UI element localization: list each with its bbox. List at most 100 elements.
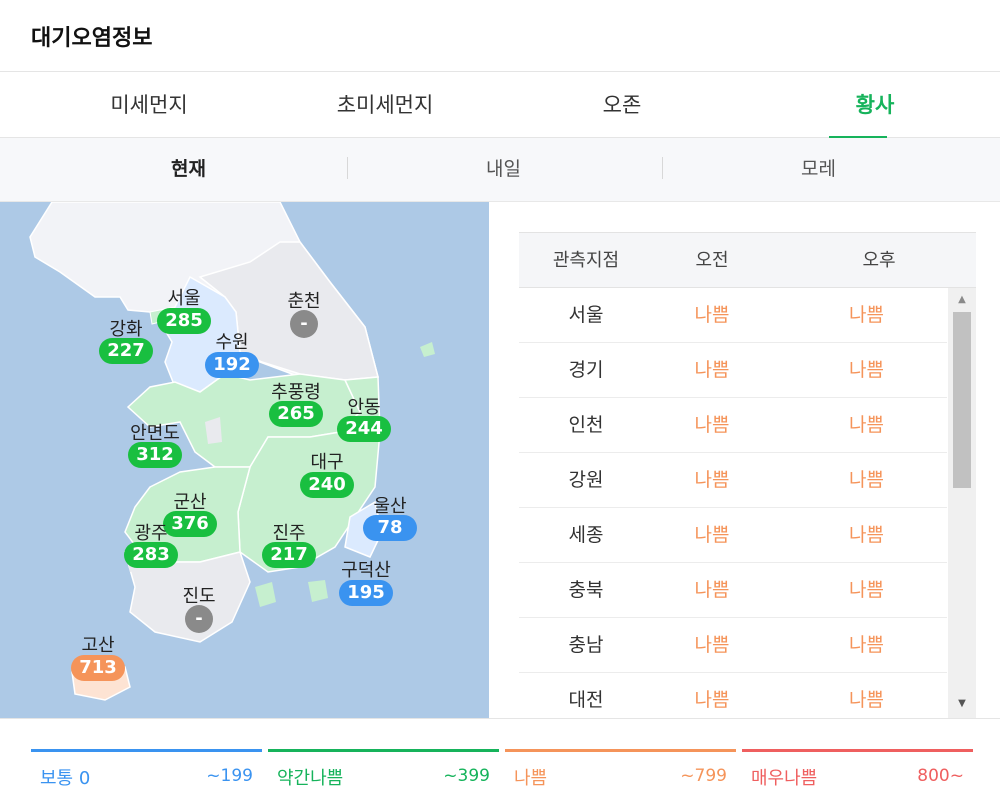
cell-pm: 나쁨: [849, 579, 884, 601]
page-title: 대기오염정보: [31, 26, 153, 51]
station-label: 고산: [81, 635, 115, 656]
scroll-up-arrow-icon[interactable]: ▲: [958, 294, 966, 305]
header-pm: 오후: [862, 250, 896, 271]
station-value-badge[interactable]: 227: [99, 338, 153, 364]
legend-label: 약간나쁨: [277, 768, 344, 789]
legend-range: ~799: [680, 766, 727, 786]
day-tabs: 현재 내일 모레: [0, 138, 1000, 202]
cell-pm: 나쁨: [849, 414, 884, 436]
table-scrollbar[interactable]: ▲ ▼: [948, 288, 976, 718]
legend-item-slightly-bad: 약간나쁨 ~399: [268, 749, 499, 794]
cell-pm: 나쁨: [849, 634, 884, 656]
station-label: 서울: [167, 288, 201, 309]
station-label: 수원: [215, 332, 249, 353]
table-row: 충남 나쁨 나쁨: [519, 618, 947, 673]
cell-am: 나쁨: [694, 579, 730, 601]
header: 대기오염정보: [0, 0, 1000, 72]
cell-am: 나쁨: [694, 689, 730, 711]
station-table: 관측지점 오전 오후 서울 나쁨 나쁨 경기 나쁨 나쁨 인천 나쁨 나쁨 강원 나쁨 나쁨 세종 나쁨 나…: [519, 232, 976, 718]
divider: [662, 157, 663, 179]
cell-am: 나쁨: [694, 359, 730, 381]
legend: 보통 0 ~199 약간나쁨 ~399 나쁨 ~799 매우나쁨 800~: [0, 718, 1000, 806]
subtab-tomorrow[interactable]: 내일: [486, 158, 521, 180]
station-label: 안면도: [130, 423, 180, 444]
cell-pm: 나쁨: [849, 689, 884, 711]
cell-site: 인천: [568, 414, 604, 436]
cell-am: 나쁨: [694, 524, 730, 546]
station-label: 진도: [182, 586, 216, 607]
station-value-badge[interactable]: 376: [163, 511, 217, 537]
table-row: 경기 나쁨 나쁨: [519, 343, 947, 398]
korea-map: 서울 285 춘천 - 강화 227 수원 192 추풍령 265 안동 244…: [0, 202, 489, 718]
header-am: 오전: [695, 250, 729, 271]
cell-site: 강원: [568, 469, 604, 491]
korea-map-shape: [29, 202, 435, 701]
table-row: 충북 나쁨 나쁨: [519, 563, 947, 618]
station-value-badge[interactable]: -: [185, 605, 213, 633]
station-value-badge[interactable]: 265: [269, 401, 323, 427]
legend-label: 보통 0: [40, 768, 91, 789]
station-label: 강화: [109, 319, 143, 340]
legend-range: ~199: [206, 766, 253, 786]
scroll-down-arrow-icon[interactable]: ▼: [958, 698, 966, 709]
legend-range: ~399: [443, 766, 490, 786]
cell-site: 서울: [568, 304, 604, 326]
table-row: 서울 나쁨 나쁨: [519, 288, 947, 343]
station-value-badge[interactable]: 713: [71, 655, 125, 681]
cell-pm: 나쁨: [849, 469, 884, 491]
legend-label: 매우나쁨: [751, 768, 818, 789]
station-label: 춘천: [287, 291, 321, 312]
namhae-island: [255, 582, 276, 607]
station-value-badge[interactable]: 78: [363, 515, 417, 541]
station-value-badge[interactable]: -: [290, 310, 318, 338]
scroll-thumb[interactable]: [953, 312, 971, 488]
tab-pm10[interactable]: 미세먼지: [110, 93, 188, 117]
island: [205, 417, 222, 444]
tab-yellow-dust[interactable]: 황사: [750, 72, 1000, 139]
pollutant-tabs: 미세먼지 초미세먼지 오존 황사: [0, 72, 1000, 139]
legend-label: 나쁨: [514, 768, 548, 789]
table-row: 대전 나쁨 나쁨: [519, 673, 947, 718]
station-label: 울산: [373, 496, 407, 517]
station-value-badge[interactable]: 312: [128, 442, 182, 468]
cell-site: 충남: [568, 634, 604, 656]
legend-item-bad: 나쁨 ~799: [505, 749, 736, 794]
station-label: 대구: [310, 452, 344, 473]
tab-ozone[interactable]: 오존: [602, 93, 642, 117]
cell-am: 나쁨: [694, 414, 730, 436]
station-value-badge[interactable]: 244: [337, 416, 391, 442]
cell-site: 경기: [568, 359, 604, 381]
station-value-badge[interactable]: 195: [339, 580, 393, 606]
active-tab-underline: [829, 136, 887, 139]
station-label: 광주: [134, 523, 168, 544]
ulleung-island: [420, 342, 435, 357]
table-row: 강원 나쁨 나쁨: [519, 453, 947, 508]
table-row: 인천 나쁨 나쁨: [519, 398, 947, 453]
station-label: 구덕산: [341, 560, 391, 581]
legend-item-normal: 보통 0 ~199: [31, 749, 262, 794]
legend-range: 800~: [917, 766, 964, 786]
station-value-badge[interactable]: 285: [157, 308, 211, 334]
station-label: 추풍령: [271, 382, 321, 403]
cell-am: 나쁨: [694, 634, 730, 656]
cell-site: 충북: [568, 579, 604, 601]
subtab-today[interactable]: 현재: [171, 158, 206, 180]
station-value-badge[interactable]: 283: [124, 542, 178, 568]
cell-am: 나쁨: [694, 469, 730, 491]
divider: [347, 157, 348, 179]
header-site: 관측지점: [552, 250, 620, 271]
geoje-island: [308, 580, 328, 602]
cell-site: 대전: [568, 689, 604, 711]
subtab-day-after[interactable]: 모레: [801, 158, 836, 180]
cell-am: 나쁨: [694, 304, 730, 326]
legend-item-very-bad: 매우나쁨 800~: [742, 749, 973, 794]
station-label: 군산: [173, 492, 207, 513]
station-value-badge[interactable]: 240: [300, 472, 354, 498]
station-value-badge[interactable]: 217: [262, 542, 316, 568]
tab-pm25[interactable]: 초미세먼지: [336, 93, 434, 117]
jeonnam-region: [123, 550, 251, 643]
cell-pm: 나쁨: [849, 524, 884, 546]
cell-site: 세종: [568, 524, 604, 546]
table-body: 서울 나쁨 나쁨 경기 나쁨 나쁨 인천 나쁨 나쁨 강원 나쁨 나쁨 세종 나쁨 나쁨 충북 나쁨 나쁨 충남 나쁨…: [519, 288, 947, 718]
station-value-badge[interactable]: 192: [205, 352, 259, 378]
